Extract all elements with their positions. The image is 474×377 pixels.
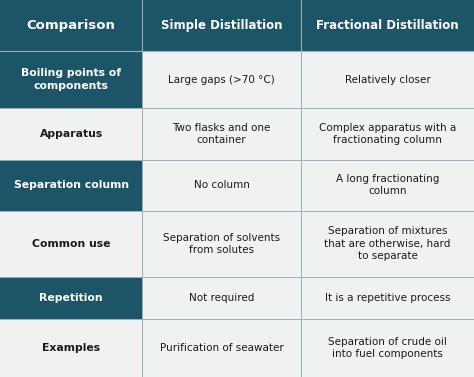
Bar xyxy=(0,109,142,159)
Text: No column: No column xyxy=(194,180,249,190)
Text: Separation column: Separation column xyxy=(14,180,128,190)
Text: A long fractionating
column: A long fractionating column xyxy=(336,174,439,196)
Text: Not required: Not required xyxy=(189,293,254,303)
Bar xyxy=(142,319,301,377)
Bar xyxy=(142,0,301,51)
Bar xyxy=(301,319,474,377)
Bar xyxy=(301,159,474,211)
Bar xyxy=(142,277,301,319)
Bar xyxy=(0,0,142,51)
Text: It is a repetitive process: It is a repetitive process xyxy=(325,293,450,303)
Bar xyxy=(142,211,301,277)
Text: Separation of solvents
from solutes: Separation of solvents from solutes xyxy=(163,233,280,255)
Text: Complex apparatus with a
fractionating column: Complex apparatus with a fractionating c… xyxy=(319,123,456,145)
Text: Purification of seawater: Purification of seawater xyxy=(160,343,283,353)
Bar xyxy=(0,277,142,319)
Bar xyxy=(301,211,474,277)
Text: Boiling points of
components: Boiling points of components xyxy=(21,69,121,91)
Bar xyxy=(0,159,142,211)
Text: Large gaps (>70 °C): Large gaps (>70 °C) xyxy=(168,75,275,85)
Bar xyxy=(142,109,301,159)
Text: Common use: Common use xyxy=(32,239,110,249)
Bar xyxy=(142,159,301,211)
Bar xyxy=(0,51,142,109)
Text: Simple Distillation: Simple Distillation xyxy=(161,19,283,32)
Text: Comparison: Comparison xyxy=(27,19,116,32)
Bar xyxy=(142,51,301,109)
Text: Repetition: Repetition xyxy=(39,293,103,303)
Bar xyxy=(301,51,474,109)
Text: Apparatus: Apparatus xyxy=(39,129,103,139)
Text: Two flasks and one
container: Two flasks and one container xyxy=(173,123,271,145)
Bar xyxy=(0,211,142,277)
Bar xyxy=(301,109,474,159)
Bar xyxy=(301,0,474,51)
Bar xyxy=(301,277,474,319)
Text: Separation of mixtures
that are otherwise, hard
to separate: Separation of mixtures that are otherwis… xyxy=(324,226,451,261)
Text: Examples: Examples xyxy=(42,343,100,353)
Bar xyxy=(0,319,142,377)
Text: Separation of crude oil
into fuel components: Separation of crude oil into fuel compon… xyxy=(328,337,447,359)
Text: Relatively closer: Relatively closer xyxy=(345,75,430,85)
Text: Fractional Distillation: Fractional Distillation xyxy=(316,19,459,32)
